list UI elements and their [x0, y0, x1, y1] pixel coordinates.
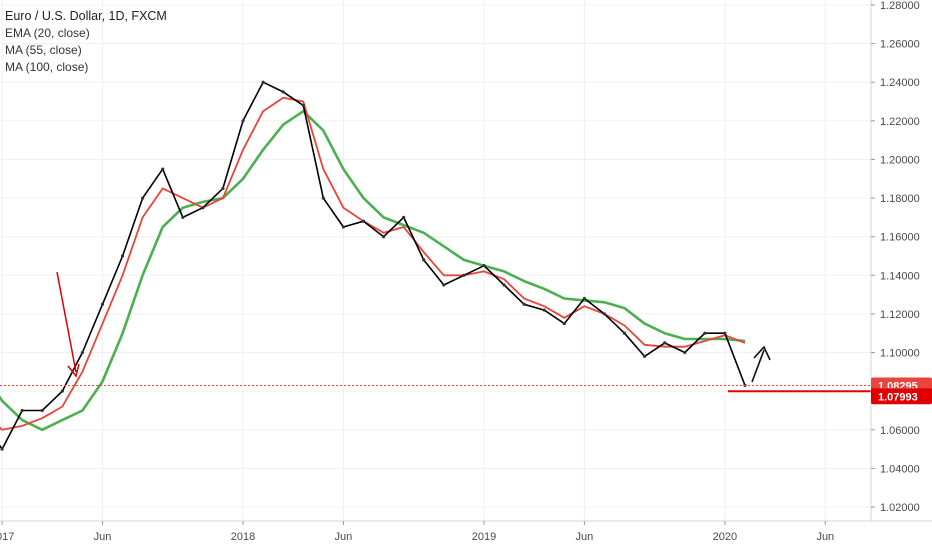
price-point: [422, 258, 426, 262]
chart-title: Euro / U.S. Dollar, 1D, FXCM: [5, 9, 167, 23]
y-tick-label: 1.26000: [880, 39, 920, 51]
price-point: [161, 167, 165, 171]
x-tick-label: Jun: [575, 531, 593, 543]
legend-ma100: MA (100, close): [5, 60, 89, 74]
y-tick-label: 1.06000: [880, 425, 920, 437]
price-point: [80, 350, 84, 355]
price-point: [442, 283, 446, 287]
price-point: [261, 80, 265, 84]
x-tick-label: 2017: [0, 531, 14, 543]
price-point: [562, 321, 566, 326]
price-point: [301, 103, 305, 107]
annotation-arrow-black: [751, 345, 771, 383]
price-point: [522, 302, 526, 306]
y-tick-label: 1.16000: [880, 232, 920, 244]
x-tick-label: 2020: [713, 531, 737, 543]
x-tick-label: Jun: [816, 531, 834, 543]
legend-ma55: MA (55, close): [5, 43, 82, 57]
annotation-arrow-red: [56, 271, 80, 378]
y-tick-label: 1.12000: [880, 309, 920, 321]
legend-ema20: EMA (20, close): [5, 26, 90, 40]
price-point: [622, 331, 627, 335]
price-point: [20, 408, 24, 413]
price-point: [141, 196, 145, 200]
price-point: [321, 196, 325, 200]
x-tick-label: 2019: [472, 531, 496, 543]
price-point: [402, 215, 406, 219]
support-price-badge: 1.07993: [871, 388, 932, 405]
support-price-label: 1.07993: [878, 391, 918, 403]
price-point: [663, 341, 667, 345]
grid-lines: [0, 0, 871, 521]
y-tick-label: 1.18000: [880, 193, 920, 205]
price-point: [40, 408, 44, 413]
price-point: [482, 264, 486, 268]
price-point: [60, 389, 64, 393]
y-tick-label: 1.10000: [880, 348, 920, 360]
y-tick-label: 1.22000: [880, 116, 920, 128]
price-point: [281, 90, 285, 94]
price-point: [201, 206, 205, 210]
series-line-2: [0, 109, 746, 432]
price-point: [462, 273, 466, 277]
price-point: [0, 447, 4, 451]
price-point: [241, 119, 245, 123]
price-point: [361, 219, 366, 223]
x-tick-label: Jun: [94, 531, 112, 543]
time-axis[interactable]: 2017 Jun 2018 Jun 2019 Jun 2020 Jun: [0, 521, 834, 543]
y-tick-label: 1.24000: [880, 77, 920, 89]
y-tick-label: 1.14000: [880, 270, 920, 282]
price-point: [643, 354, 647, 358]
price-point: [221, 186, 225, 191]
x-tick-label: 2018: [231, 531, 255, 543]
price-axis[interactable]: 1.28000 1.26000 1.24000 1.22000 1.20000 1.180…: [871, 0, 920, 514]
series-layer: [0, 80, 747, 451]
price-point: [602, 312, 607, 316]
price-point: [341, 225, 346, 229]
y-tick-label: 1.28000: [880, 0, 920, 12]
price-point: [683, 350, 687, 355]
x-tick-label: Jun: [335, 531, 353, 543]
price-point: [100, 302, 105, 306]
price-point: [502, 283, 506, 287]
price-point: [542, 308, 546, 312]
y-tick-label: 1.20000: [880, 154, 920, 166]
price-point: [381, 235, 386, 239]
price-point: [703, 331, 707, 335]
price-point: [582, 296, 586, 301]
y-tick-label: 1.02000: [880, 502, 920, 514]
price-point: [181, 215, 185, 219]
price-point: [723, 331, 727, 335]
legend: Euro / U.S. Dollar, 1D, FXCM EMA (20, cl…: [5, 8, 167, 76]
price-point: [120, 254, 125, 258]
y-tick-label: 1.04000: [880, 463, 920, 475]
